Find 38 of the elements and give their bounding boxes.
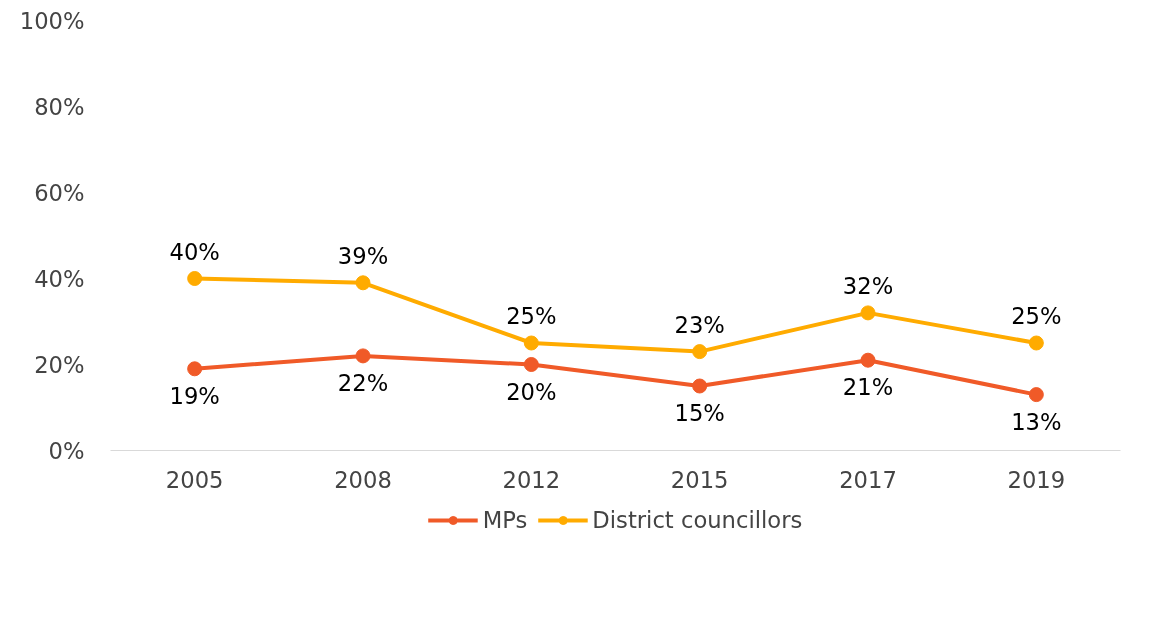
data-label: 25% (506, 303, 557, 329)
y-tick-label: 80% (34, 93, 85, 120)
y-tick-label: 60% (34, 179, 85, 206)
point (523, 335, 539, 351)
point (355, 348, 371, 364)
data-label: 25% (1011, 303, 1062, 329)
data-label: 39% (337, 242, 389, 269)
data-label: 15% (674, 400, 725, 426)
point (187, 361, 203, 377)
data-label: 19% (169, 382, 220, 409)
point (1028, 335, 1044, 351)
y-tick-label: 20% (34, 351, 85, 378)
point (860, 305, 876, 321)
point (860, 352, 876, 368)
point (692, 378, 708, 394)
x-tick-label: 2019 (1007, 466, 1066, 493)
x-tick-label: 2017 (839, 466, 897, 493)
data-label: 22% (337, 369, 389, 396)
y-tick-label: 40% (34, 265, 85, 292)
legend-label: MPs (482, 507, 528, 533)
y-tick-label: 0% (48, 437, 85, 464)
data-label: 13% (1011, 408, 1062, 435)
data-label: 21% (842, 374, 894, 401)
data-label: 32% (842, 272, 894, 299)
legend-label: District councillors (592, 507, 803, 533)
x-tick-label: 2015 (670, 466, 729, 493)
x-tick-label: 2005 (165, 466, 224, 493)
data-label: 20% (506, 378, 557, 405)
x-tick-label: 2012 (502, 466, 561, 493)
point (187, 271, 203, 286)
data-label: 40% (169, 238, 220, 265)
y-tick-label: 100% (19, 7, 85, 34)
point (355, 275, 371, 291)
data-label: 23% (674, 311, 725, 338)
x-tick-label: 2008 (334, 466, 392, 493)
point (1028, 387, 1044, 403)
point (523, 357, 539, 372)
point (692, 344, 708, 360)
